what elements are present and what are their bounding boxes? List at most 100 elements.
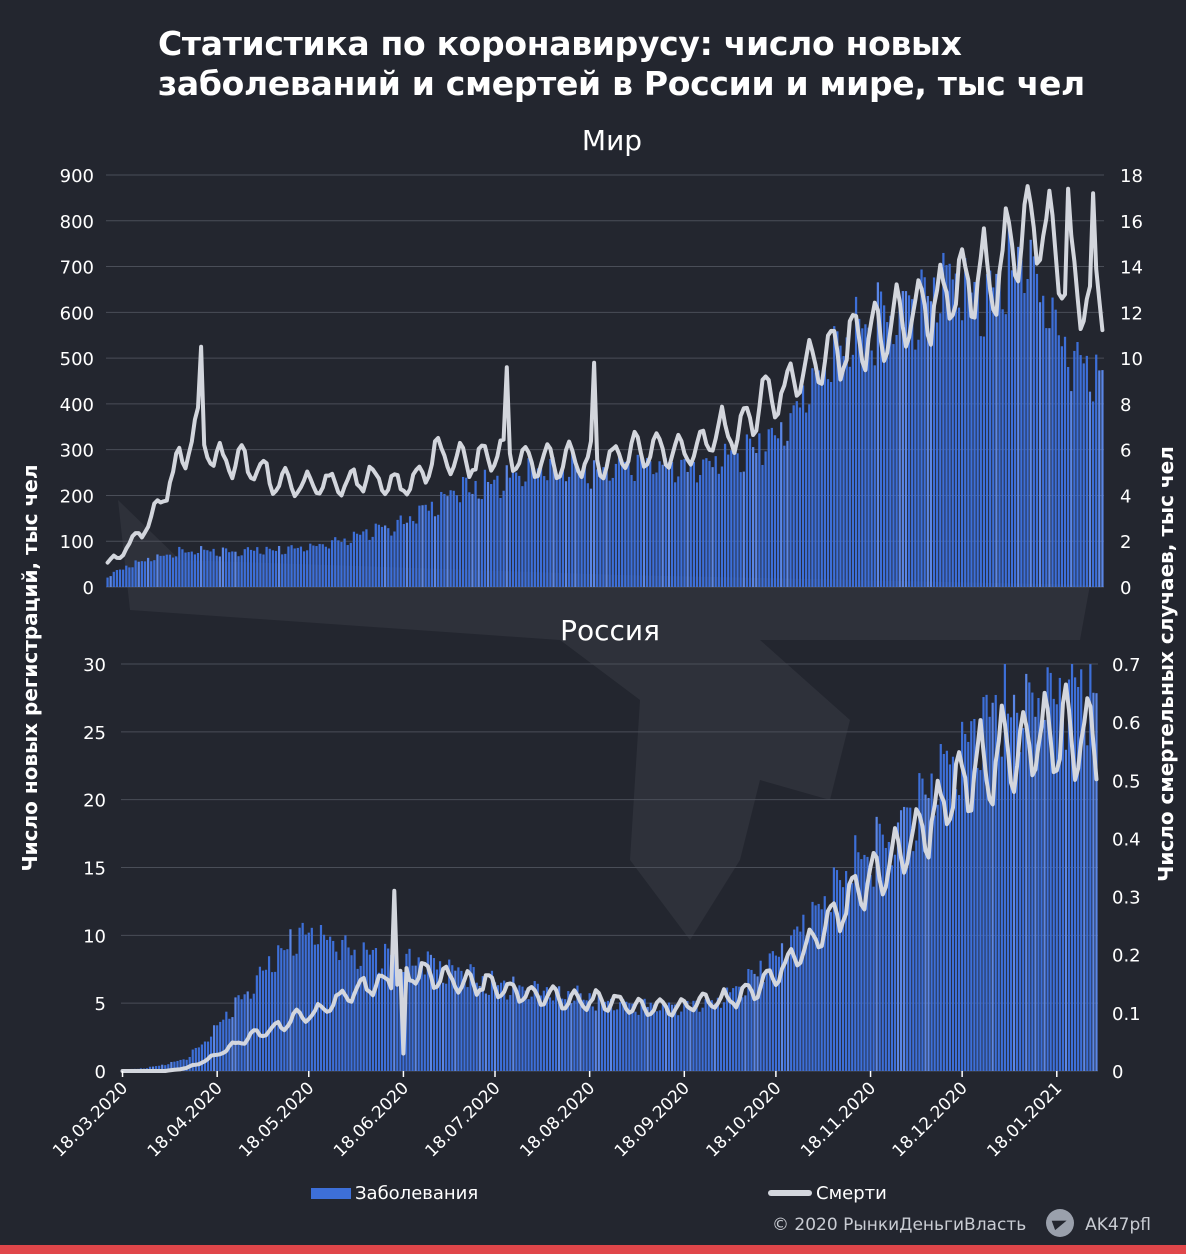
russia-case-bar — [564, 999, 567, 1071]
russia-case-bar — [848, 893, 851, 1071]
russia-case-bar — [255, 975, 258, 1071]
world-case-bar — [1029, 239, 1032, 587]
russia-case-bar — [710, 1000, 713, 1071]
russia-case-bar — [725, 987, 729, 1071]
world-case-bar — [122, 569, 125, 587]
russia-case-bar — [735, 986, 738, 1071]
world-case-bar — [555, 475, 558, 587]
russia-case-bar — [744, 995, 747, 1071]
russia-case-bar — [707, 998, 710, 1071]
russia-case-bar — [912, 851, 915, 1071]
russia-case-bar — [863, 854, 866, 1071]
russia-case-bar — [625, 1001, 628, 1071]
world-case-bar — [143, 561, 147, 587]
russia-case-bar — [1052, 698, 1055, 1071]
russia-case-bar — [750, 969, 753, 1071]
world-case-bar — [190, 551, 193, 587]
russia-case-bar — [774, 955, 777, 1071]
channel-name[interactable]: AK47pfl — [1085, 1215, 1151, 1235]
world-case-bar — [446, 496, 449, 587]
world-case-bar — [483, 469, 487, 587]
russia-case-bar — [997, 747, 1000, 1071]
world-case-bar — [755, 453, 758, 587]
russia-case-bar — [884, 847, 887, 1071]
world-case-bar — [867, 327, 870, 587]
russia-case-bar — [240, 999, 243, 1071]
russia-case-bar — [857, 852, 860, 1071]
world-right-tick: 4 — [1120, 486, 1131, 507]
russia-case-bar — [948, 764, 952, 1071]
russia-x-tick-label: 18.01.2021 — [983, 1078, 1066, 1161]
world-case-bar — [895, 334, 898, 587]
world-case-bar — [112, 571, 115, 587]
russia-x-tick-label: 18.08.2020 — [516, 1078, 599, 1161]
russia-case-bar — [915, 840, 918, 1071]
world-case-bar — [368, 539, 371, 587]
russia-case-bar — [1000, 756, 1003, 1071]
world-left-tick: 600 — [60, 303, 94, 324]
telegram-icon[interactable] — [1045, 1209, 1074, 1237]
russia-case-bar — [854, 835, 857, 1071]
russia-case-bar — [637, 1014, 640, 1071]
world-case-bar — [1045, 328, 1048, 587]
world-case-bar — [926, 295, 929, 587]
russia-case-bar — [304, 934, 307, 1071]
world-case-bar — [964, 258, 967, 587]
russia-case-bar — [1006, 713, 1010, 1071]
world-case-bar — [599, 470, 602, 587]
world-case-bar — [433, 516, 437, 587]
russia-case-bar — [890, 865, 894, 1071]
russia-case-bar — [448, 959, 451, 1071]
russia-left-tick: 0 — [95, 1062, 106, 1083]
world-case-bar — [664, 458, 667, 587]
world-case-bar — [524, 481, 527, 587]
russia-case-bar — [899, 810, 903, 1071]
russia-case-bar — [1061, 714, 1064, 1071]
world-case-bar — [767, 429, 770, 587]
russia-case-bar — [799, 931, 802, 1071]
russia-case-bar — [527, 999, 530, 1071]
world-case-bar — [549, 459, 552, 587]
russia-case-bar — [600, 1000, 603, 1071]
world-case-bar — [967, 277, 970, 587]
russia-case-bar — [222, 1019, 225, 1071]
world-case-bar — [228, 552, 231, 587]
russia-case-bar — [869, 874, 872, 1071]
russia-case-bar — [1049, 672, 1052, 1071]
world-case-bar — [698, 474, 702, 587]
world-case-bar — [412, 521, 415, 587]
world-case-bar — [218, 556, 221, 587]
russia-case-bar — [417, 957, 420, 1071]
russia-case-bar — [472, 967, 475, 1071]
world-case-bar — [530, 460, 533, 587]
russia-case-bar — [658, 1010, 661, 1071]
world-case-bar — [337, 540, 340, 587]
russia-case-bar — [411, 965, 414, 1071]
world-case-bar — [324, 546, 327, 587]
world-right-tick: 6 — [1120, 441, 1131, 462]
russia-case-bar — [1058, 677, 1061, 1071]
world-case-bar — [290, 545, 293, 587]
world-case-bar — [839, 345, 842, 587]
russia-case-bar — [219, 1021, 222, 1071]
world-case-bar — [118, 569, 122, 587]
world-case-bar — [674, 482, 677, 587]
world-case-bar — [742, 471, 745, 587]
russia-case-bar — [1070, 664, 1074, 1071]
world-case-bar — [536, 468, 540, 587]
world-case-bar — [408, 516, 412, 587]
russia-case-bar — [1089, 664, 1092, 1071]
world-case-bar — [281, 554, 284, 587]
world-case-bar — [315, 546, 318, 587]
russia-case-bar — [576, 985, 579, 1071]
world-case-bar — [256, 547, 259, 587]
russia-case-bar — [954, 789, 958, 1071]
russia-case-bar — [585, 1000, 588, 1071]
russia-case-bar — [359, 965, 362, 1071]
russia-case-bar — [793, 929, 796, 1071]
russia-case-bar — [976, 767, 979, 1071]
world-case-bar — [951, 279, 954, 587]
russia-case-bar — [646, 1006, 649, 1071]
bottom-stripe — [0, 1245, 1186, 1254]
russia-case-bar — [374, 948, 378, 1071]
